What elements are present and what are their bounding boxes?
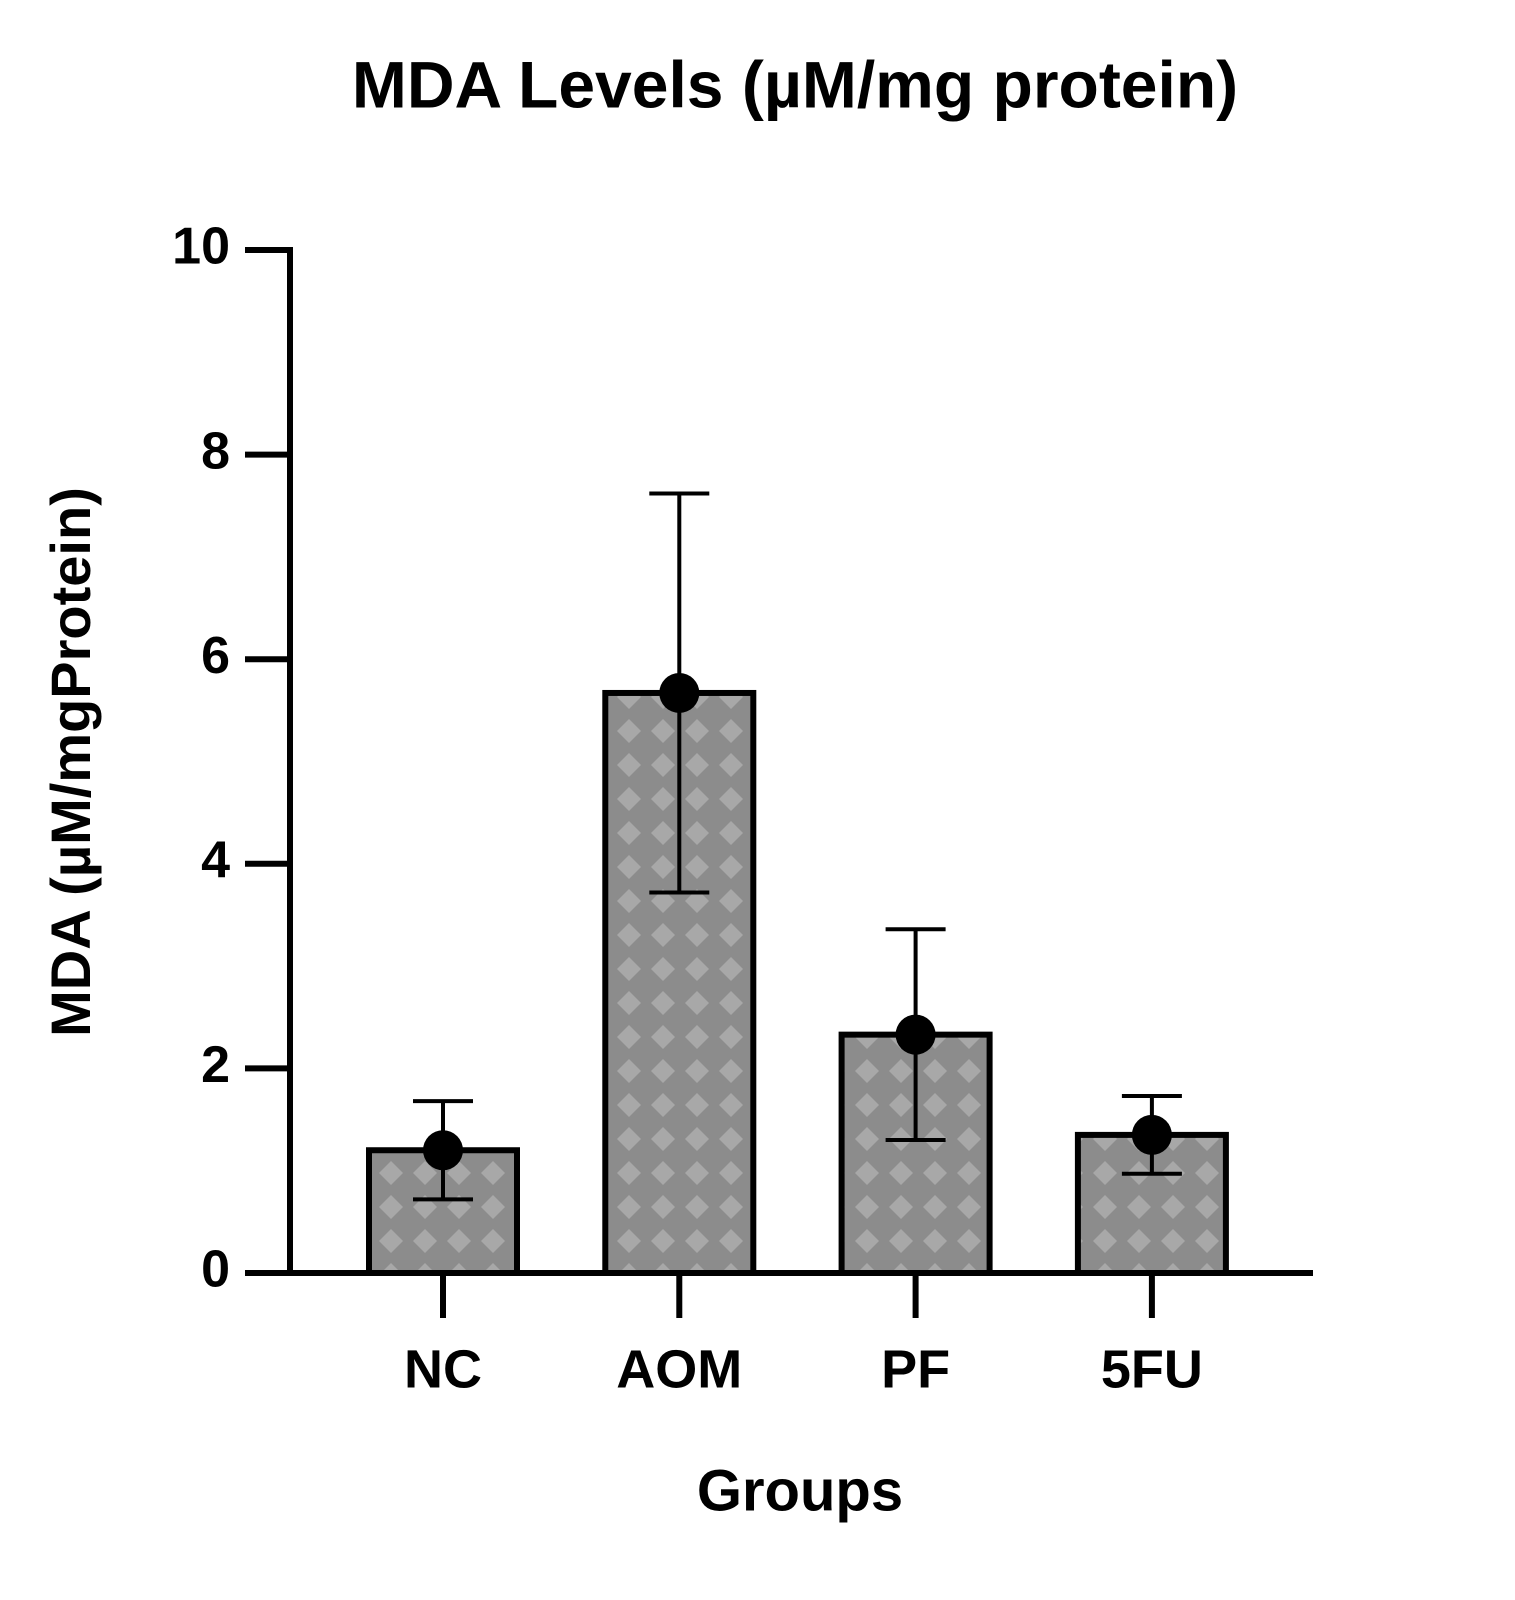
y-tick-label: 8: [201, 422, 230, 480]
y-tick-label: 4: [201, 832, 230, 890]
x-axis-label: Groups: [697, 1458, 903, 1523]
y-tick-label: 6: [201, 627, 230, 685]
y-tick-label: 0: [201, 1241, 230, 1299]
x-tick-label: AOM: [616, 1339, 742, 1399]
mean-dot: [423, 1130, 463, 1171]
chart-title: MDA Levels (µM/mg protein): [352, 47, 1238, 121]
y-axis-label: MDA (µM/mgProtein): [39, 487, 102, 1037]
y-tick-label: 2: [201, 1036, 230, 1094]
x-tick-label: 5FU: [1101, 1339, 1203, 1399]
y-tick-label: 10: [172, 218, 230, 276]
mean-dot: [659, 672, 700, 713]
x-tick-label: NC: [404, 1339, 482, 1399]
mean-dot: [1131, 1114, 1172, 1155]
x-tick-label: PF: [881, 1339, 950, 1399]
mean-dot: [895, 1014, 936, 1055]
